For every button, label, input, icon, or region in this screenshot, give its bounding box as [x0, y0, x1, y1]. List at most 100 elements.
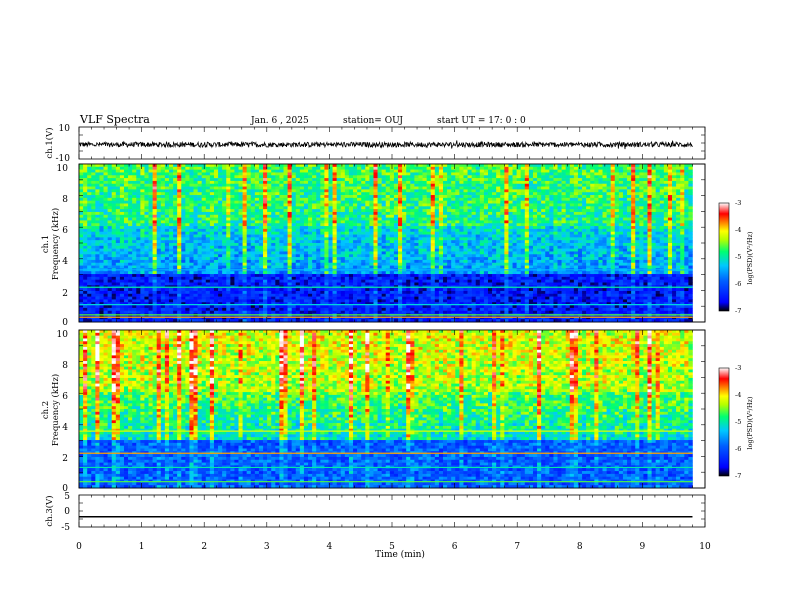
spectrogram-cell: [238, 166, 243, 170]
spectrogram-cell: [398, 240, 403, 244]
spectrogram-cell: [651, 183, 656, 187]
spectrogram-cell: [594, 231, 599, 235]
spectrogram-cell: [676, 226, 681, 230]
spectrogram-cell: [479, 206, 485, 210]
spectrogram-cell: [209, 243, 215, 247]
spectrogram-cell: [406, 183, 411, 187]
spectrogram-cell: [369, 223, 374, 227]
spectrogram-cell: [610, 166, 616, 170]
spectrogram-cell: [99, 209, 104, 213]
spectrogram-cell: [185, 200, 190, 204]
spectrogram-cell: [279, 226, 284, 230]
spectrogram-cell: [389, 189, 395, 193]
spectrogram-cell: [647, 197, 652, 201]
spectrogram-cell: [324, 195, 329, 199]
spectrogram-cell: [590, 203, 595, 207]
spectrogram-cell: [475, 175, 481, 179]
spectrogram-cell: [398, 203, 403, 207]
spectrogram-cell: [381, 189, 387, 193]
spectrogram-cell: [144, 192, 149, 196]
spectrogram-cell: [144, 211, 149, 216]
spectrogram-cell: [299, 200, 305, 204]
spectrogram-cell: [361, 217, 366, 221]
spectrogram-cell: [87, 223, 92, 227]
spectrogram-cell: [79, 248, 84, 252]
spectrogram-cell: [410, 217, 415, 221]
spectrogram-cell: [565, 214, 571, 218]
spectrogram-cell: [402, 203, 407, 207]
spectrogram-cell: [385, 186, 391, 190]
spectrogram-cell: [586, 175, 591, 179]
spectrogram-cell: [164, 223, 170, 227]
spectrogram-cell: [483, 172, 489, 176]
spectrogram-cell: [414, 209, 419, 213]
spectrogram-cell: [173, 251, 178, 255]
spectrogram-cell: [573, 209, 579, 213]
spectrogram-cell: [373, 197, 378, 201]
spectrogram-cell: [483, 209, 489, 213]
spectrogram-cell: [193, 209, 198, 213]
spectrogram-cell: [659, 186, 665, 190]
spectrogram-cell: [443, 217, 448, 221]
spectrogram-cell: [500, 223, 505, 227]
spectrogram-cell: [197, 214, 202, 218]
spectrogram-cell: [218, 180, 223, 185]
spectrogram-cell: [483, 251, 489, 255]
spectrogram-cell: [471, 178, 477, 182]
spectrogram-cell: [467, 166, 472, 170]
spectrogram-cell: [234, 226, 239, 230]
spectrogram-cell: [299, 206, 305, 210]
spectrogram-cell: [651, 164, 656, 168]
spectrogram-cell: [369, 183, 374, 187]
spectrogram-cell: [422, 183, 427, 187]
spectrogram-cell: [185, 209, 190, 213]
spectrogram-cell: [410, 206, 415, 210]
spectrogram-cell: [492, 214, 497, 218]
spectrogram-cell: [103, 186, 108, 190]
spectrogram-cell: [332, 180, 337, 185]
spectrogram-cell: [414, 243, 419, 247]
spectrogram-cell: [312, 189, 317, 193]
spectrogram-cell: [377, 183, 382, 187]
spectrogram-cell: [373, 206, 378, 210]
spectrogram-cell: [201, 200, 207, 204]
spectrogram-cell: [181, 245, 186, 249]
spectrogram-cell: [516, 211, 522, 216]
spectrogram-cell: [193, 243, 198, 247]
spectrogram-cell: [103, 189, 108, 193]
spectrogram-cell: [246, 217, 252, 221]
spectrogram-cell: [565, 180, 571, 185]
spectrogram-cell: [361, 195, 366, 199]
spectrogram-cell: [582, 206, 587, 210]
spectrogram-cell: [95, 243, 100, 247]
spectrogram-cell: [140, 189, 145, 193]
spectrogram-cell: [201, 169, 207, 173]
spectrogram-cell: [361, 183, 366, 187]
spectrogram-cell: [680, 200, 685, 204]
spectrogram-cell: [496, 166, 501, 170]
spectrogram-cell: [373, 200, 378, 204]
spectrogram-cell: [160, 248, 166, 252]
spectrogram-cell: [627, 234, 632, 238]
spectrogram-cell: [430, 220, 436, 224]
spectrogram-cell: [336, 228, 342, 233]
spectrogram-cell: [614, 197, 620, 201]
spectrogram-cell: [99, 183, 104, 187]
spectrogram-cell: [569, 180, 575, 185]
spectrogram-cell: [655, 180, 661, 185]
spectrogram-cell: [520, 192, 526, 196]
spectrogram-cell: [275, 251, 280, 255]
spectrogram-cell: [406, 240, 411, 244]
spectrogram-cell: [213, 183, 219, 187]
spectrogram-cell: [516, 231, 522, 235]
spectrogram-cell: [254, 228, 260, 233]
spectrogram-cell: [336, 211, 342, 216]
spectrogram-cell: [422, 172, 427, 176]
spectrogram-cell: [680, 248, 685, 252]
spectrogram-cell: [541, 226, 546, 230]
spectrogram-cell: [164, 197, 170, 201]
spectrogram-cell: [467, 237, 472, 241]
spectrogram-cell: [283, 200, 288, 204]
spectrogram-cell: [622, 243, 628, 247]
spectrogram-cell: [234, 195, 239, 199]
